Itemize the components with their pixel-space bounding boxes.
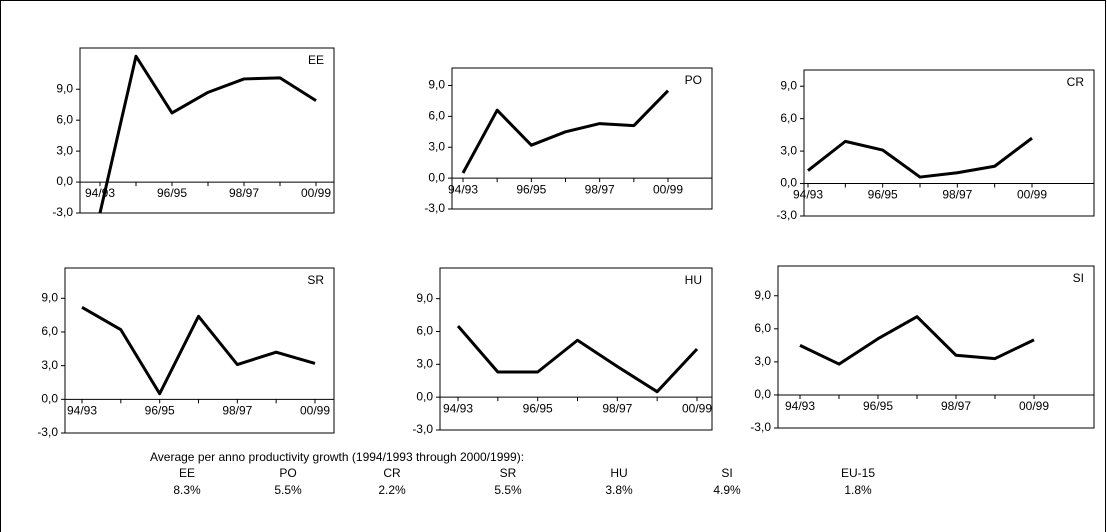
y-tick-label: -3,0: [52, 205, 73, 219]
y-tick-label: 9,0: [780, 78, 797, 92]
y-tick-label: 9,0: [428, 78, 445, 92]
y-tick-label: 9,0: [41, 290, 58, 304]
x-tick-label: 98/97: [229, 186, 259, 200]
y-tick-label: -3,0: [37, 425, 58, 439]
summary-value: 4.9%: [713, 483, 741, 497]
x-tick-label: 98/97: [602, 401, 632, 415]
x-tick-label: 00/99: [653, 182, 683, 196]
data-line: [98, 54, 317, 214]
summary-value: 3.8%: [605, 483, 633, 497]
summary-value: 5.5%: [494, 483, 522, 497]
y-tick-label: 3,0: [416, 356, 433, 370]
summary-column: CR: [383, 466, 401, 480]
summary-value: 2.2%: [378, 483, 406, 497]
x-tick-label: 00/99: [300, 403, 330, 417]
summary-column: HU: [610, 466, 627, 480]
plot-frame: [777, 265, 1095, 429]
summary-title: Average per anno productivity growth (19…: [150, 450, 524, 464]
plot-frame: [439, 267, 713, 431]
y-tick-label: -3,0: [424, 201, 445, 215]
x-tick-label: 00/99: [1019, 399, 1049, 413]
y-tick-label: 3,0: [428, 139, 445, 153]
y-tick-label: 3,0: [41, 358, 58, 372]
x-tick-label: 94/93: [443, 401, 473, 415]
summary-column: EE: [179, 466, 195, 480]
data-line: [456, 325, 699, 394]
y-tick-label: 6,0: [56, 112, 73, 126]
x-tick-label: 00/99: [682, 401, 712, 415]
chart-title: EE: [308, 53, 324, 67]
x-tick-label: 94/93: [793, 188, 823, 202]
x-tick-label: 98/97: [941, 399, 971, 413]
plot-frame: [803, 69, 1095, 217]
y-tick-label: 3,0: [56, 143, 73, 157]
y-tick-label: 6,0: [754, 321, 771, 335]
x-tick-label: 96/95: [863, 399, 893, 413]
y-tick-label: 0,0: [780, 176, 797, 190]
summary-column: PO: [279, 466, 296, 480]
x-tick-label: 00/99: [1017, 188, 1047, 202]
y-tick-label: 0,0: [56, 174, 73, 188]
y-tick-label: -3,0: [750, 420, 771, 434]
x-tick-label: 98/97: [585, 182, 615, 196]
y-tick-label: 9,0: [56, 81, 73, 95]
x-tick-label: 96/95: [523, 401, 553, 415]
x-tick-label: 98/97: [942, 188, 972, 202]
summary-value: 8.3%: [173, 483, 201, 497]
x-tick-label: 96/95: [145, 403, 175, 417]
data-line: [461, 89, 670, 174]
data-line: [81, 305, 316, 396]
y-tick-label: -3,0: [776, 208, 797, 222]
y-tick-label: 0,0: [416, 389, 433, 403]
x-tick-label: 94/93: [85, 186, 115, 200]
x-tick-label: 98/97: [222, 403, 252, 417]
data-line: [807, 136, 1033, 179]
summary-column: SI: [721, 466, 732, 480]
chart-title: PO: [685, 73, 702, 87]
y-tick-label: 0,0: [428, 170, 445, 184]
x-tick-label: 94/93: [67, 403, 97, 417]
y-tick-label: 6,0: [428, 109, 445, 123]
chart-title: SI: [1073, 271, 1084, 285]
y-tick-label: 9,0: [754, 288, 771, 302]
y-tick-label: 0,0: [41, 391, 58, 405]
chart-title: HU: [685, 273, 702, 287]
summary-value: 1.8%: [844, 483, 872, 497]
x-tick-label: 96/95: [868, 188, 898, 202]
y-tick-label: 6,0: [41, 324, 58, 338]
x-tick-label: 94/93: [785, 399, 815, 413]
x-tick-label: 96/95: [157, 186, 187, 200]
y-tick-label: 0,0: [754, 387, 771, 401]
chart-title: SR: [307, 273, 324, 287]
y-tick-label: 3,0: [754, 354, 771, 368]
summary-value: 5.5%: [274, 483, 302, 497]
x-tick-label: 94/93: [448, 182, 478, 196]
plot-frame: [64, 267, 335, 434]
y-tick-label: 3,0: [780, 143, 797, 157]
data-line: [799, 315, 1035, 366]
y-tick-label: 6,0: [780, 111, 797, 125]
x-tick-label: 96/95: [516, 182, 546, 196]
summary-column: EU-15: [841, 466, 875, 480]
x-tick-label: 00/99: [301, 186, 331, 200]
y-tick-label: -3,0: [412, 422, 433, 436]
y-tick-label: 9,0: [416, 291, 433, 305]
plot-frame: [79, 47, 335, 214]
y-tick-label: 6,0: [416, 324, 433, 338]
summary-column: SR: [500, 466, 517, 480]
plot-frame: [451, 67, 713, 210]
chart-title: CR: [1067, 75, 1085, 89]
